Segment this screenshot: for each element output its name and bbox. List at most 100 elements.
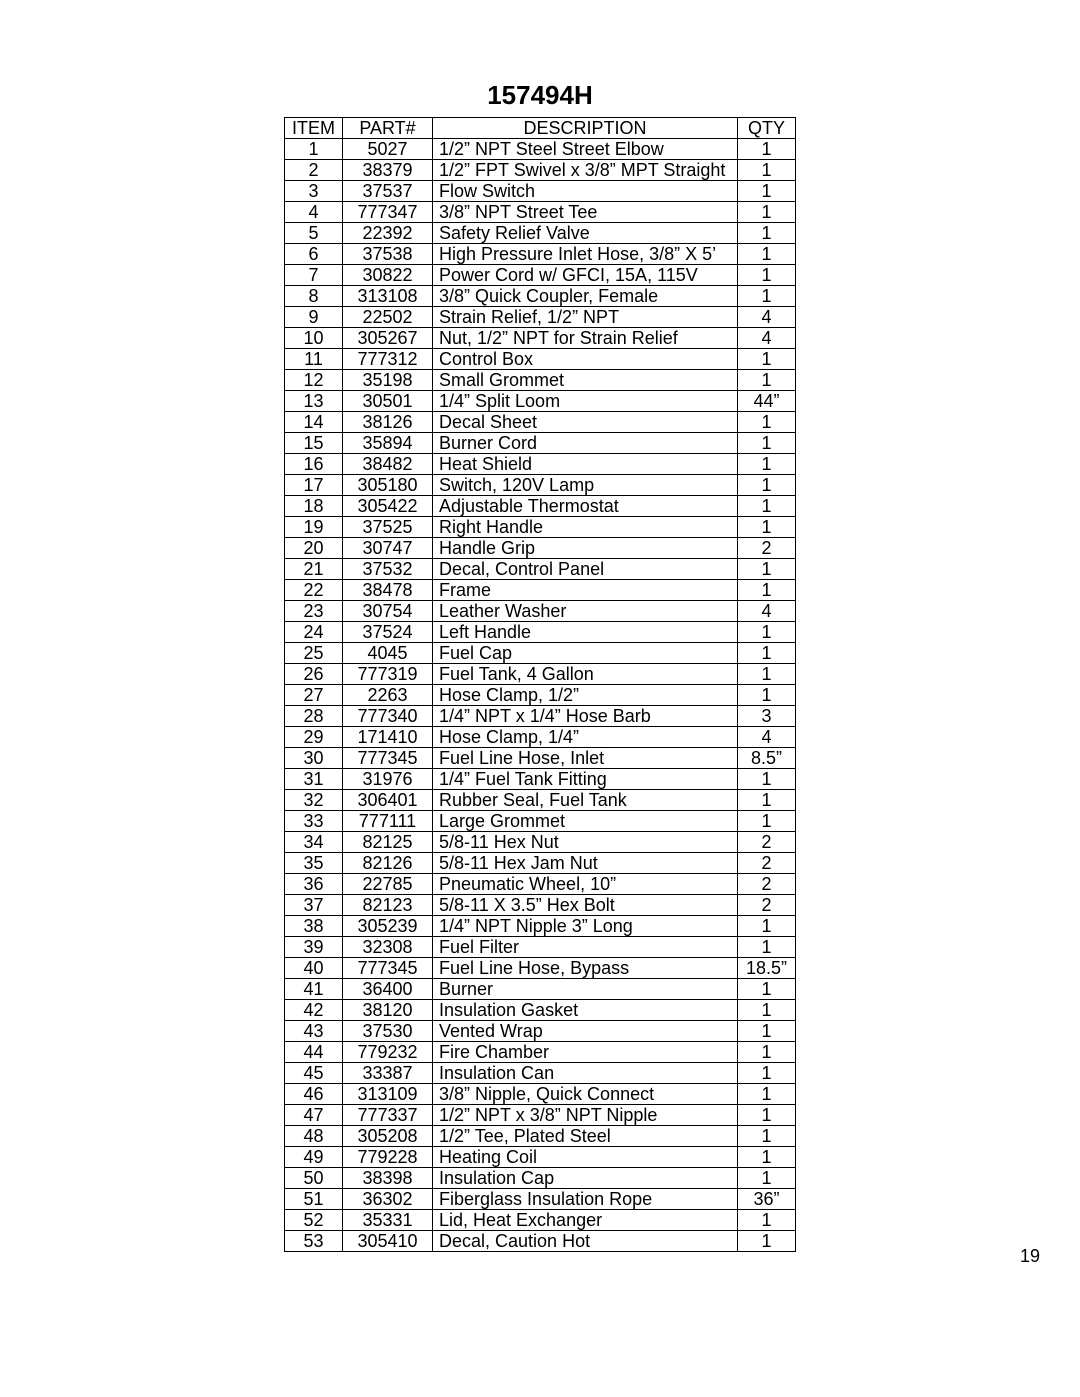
- table-row: 1235198Small Grommet1: [285, 370, 796, 391]
- cell-qty: 1: [738, 559, 796, 580]
- cell-item: 36: [285, 874, 343, 895]
- cell-part: 38126: [343, 412, 433, 433]
- cell-item: 12: [285, 370, 343, 391]
- cell-desc: Fire Chamber: [433, 1042, 738, 1063]
- cell-qty: 1: [738, 1021, 796, 1042]
- cell-qty: 1: [738, 454, 796, 475]
- cell-qty: 2: [738, 895, 796, 916]
- cell-qty: 1: [738, 1084, 796, 1105]
- cell-item: 39: [285, 937, 343, 958]
- table-row: 477773371/2” NPT x 3/8” NPT Nipple1: [285, 1105, 796, 1126]
- cell-item: 9: [285, 307, 343, 328]
- cell-item: 43: [285, 1021, 343, 1042]
- cell-desc: Safety Relief Valve: [433, 223, 738, 244]
- cell-item: 49: [285, 1147, 343, 1168]
- cell-qty: 4: [738, 328, 796, 349]
- cell-item: 29: [285, 727, 343, 748]
- table-row: 483052081/2” Tee, Plated Steel1: [285, 1126, 796, 1147]
- cell-item: 20: [285, 538, 343, 559]
- cell-item: 23: [285, 601, 343, 622]
- cell-qty: 1: [738, 265, 796, 286]
- page: 157494H ITEM PART# DESCRIPTION QTY 15027…: [0, 0, 1080, 1397]
- cell-desc: 3/8” Quick Coupler, Female: [433, 286, 738, 307]
- cell-qty: 2: [738, 538, 796, 559]
- cell-desc: 5/8-11 X 3.5” Hex Bolt: [433, 895, 738, 916]
- cell-qty: 1: [738, 412, 796, 433]
- cell-qty: 1: [738, 1042, 796, 1063]
- cell-desc: Insulation Cap: [433, 1168, 738, 1189]
- cell-desc: Fuel Tank, 4 Gallon: [433, 664, 738, 685]
- cell-part: 305180: [343, 475, 433, 496]
- cell-item: 35: [285, 853, 343, 874]
- cell-item: 37: [285, 895, 343, 916]
- cell-item: 26: [285, 664, 343, 685]
- cell-qty: 1: [738, 349, 796, 370]
- cell-qty: 2: [738, 874, 796, 895]
- cell-desc: Burner: [433, 979, 738, 1000]
- cell-item: 52: [285, 1210, 343, 1231]
- cell-part: 777345: [343, 958, 433, 979]
- table-row: 2437524Left Handle1: [285, 622, 796, 643]
- table-row: 35821265/8-11 Hex Jam Nut2: [285, 853, 796, 874]
- table-header: ITEM PART# DESCRIPTION QTY: [285, 118, 796, 139]
- cell-part: 777340: [343, 706, 433, 727]
- table-row: 4533387Insulation Can1: [285, 1063, 796, 1084]
- cell-item: 47: [285, 1105, 343, 1126]
- cell-qty: 1: [738, 1231, 796, 1252]
- table-row: 18305422Adjustable Thermostat1: [285, 496, 796, 517]
- cell-part: 36302: [343, 1189, 433, 1210]
- cell-part: 4045: [343, 643, 433, 664]
- cell-item: 11: [285, 349, 343, 370]
- cell-part: 38482: [343, 454, 433, 475]
- table-row: 47773473/8” NPT Street Tee1: [285, 202, 796, 223]
- cell-desc: 3/8” NPT Street Tee: [433, 202, 738, 223]
- cell-item: 30: [285, 748, 343, 769]
- cell-item: 44: [285, 1042, 343, 1063]
- cell-desc: Flow Switch: [433, 181, 738, 202]
- table-row: 31319761/4” Fuel Tank Fitting1: [285, 769, 796, 790]
- cell-part: 777111: [343, 811, 433, 832]
- cell-desc: High Pressure Inlet Hose, 3/8” X 5’: [433, 244, 738, 265]
- table-row: 53305410Decal, Caution Hot1: [285, 1231, 796, 1252]
- cell-qty: 2: [738, 853, 796, 874]
- cell-part: 38478: [343, 580, 433, 601]
- table-row: 3932308Fuel Filter1: [285, 937, 796, 958]
- table-row: 4337530Vented Wrap1: [285, 1021, 796, 1042]
- cell-part: 777319: [343, 664, 433, 685]
- table-row: 1438126Decal Sheet1: [285, 412, 796, 433]
- cell-item: 31: [285, 769, 343, 790]
- cell-part: 777312: [343, 349, 433, 370]
- cell-qty: 18.5”: [738, 958, 796, 979]
- cell-item: 7: [285, 265, 343, 286]
- cell-desc: Small Grommet: [433, 370, 738, 391]
- cell-item: 6: [285, 244, 343, 265]
- cell-desc: Insulation Can: [433, 1063, 738, 1084]
- cell-qty: 1: [738, 622, 796, 643]
- cell-desc: Decal Sheet: [433, 412, 738, 433]
- cell-desc: Burner Cord: [433, 433, 738, 454]
- cell-desc: 1/4” Fuel Tank Fitting: [433, 769, 738, 790]
- cell-qty: 1: [738, 937, 796, 958]
- cell-desc: 1/4” NPT x 1/4” Hose Barb: [433, 706, 738, 727]
- table-row: 337537Flow Switch1: [285, 181, 796, 202]
- table-row: 17305180Switch, 120V Lamp1: [285, 475, 796, 496]
- cell-item: 1: [285, 139, 343, 160]
- table-row: 2137532Decal, Control Panel1: [285, 559, 796, 580]
- cell-part: 37538: [343, 244, 433, 265]
- cell-desc: 1/4” NPT Nipple 3” Long: [433, 916, 738, 937]
- parts-table: ITEM PART# DESCRIPTION QTY 150271/2” NPT…: [284, 117, 796, 1252]
- page-title: 157494H: [0, 80, 1080, 111]
- cell-item: 14: [285, 412, 343, 433]
- cell-part: 305239: [343, 916, 433, 937]
- table-row: 272263Hose Clamp, 1/2”1: [285, 685, 796, 706]
- cell-qty: 1: [738, 979, 796, 1000]
- table-row: 5038398Insulation Cap1: [285, 1168, 796, 1189]
- cell-item: 19: [285, 517, 343, 538]
- cell-item: 4: [285, 202, 343, 223]
- cell-qty: 1: [738, 1210, 796, 1231]
- cell-item: 16: [285, 454, 343, 475]
- cell-item: 24: [285, 622, 343, 643]
- col-qty: QTY: [738, 118, 796, 139]
- cell-item: 25: [285, 643, 343, 664]
- cell-desc: Leather Washer: [433, 601, 738, 622]
